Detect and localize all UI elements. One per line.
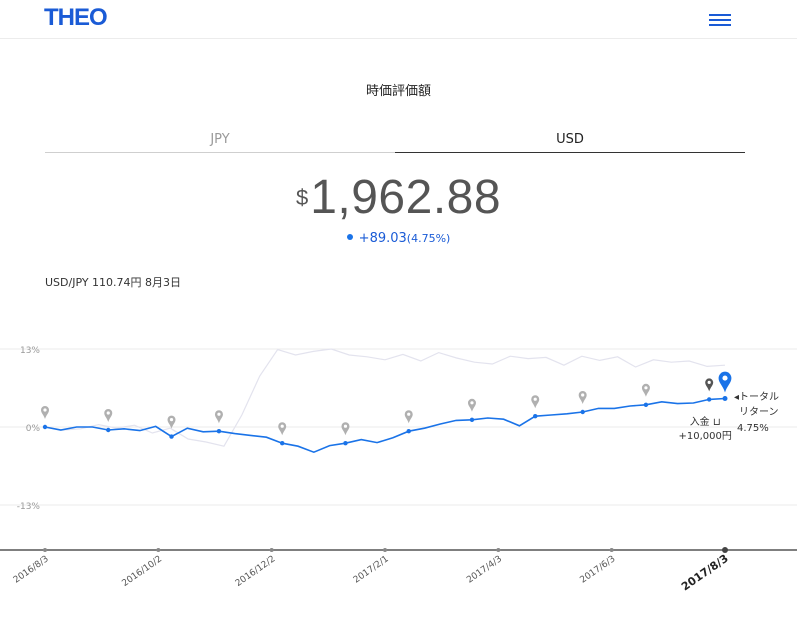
- x-tick-dot: [609, 548, 614, 552]
- x-tick-label: 2016/12/2: [234, 554, 278, 589]
- deposit-label: 入金 ⊔: [690, 415, 721, 428]
- total-return-value: 4.75%: [737, 423, 769, 434]
- deposit-marker-icon-hole: [169, 418, 174, 422]
- deposit-marker-icon: [404, 410, 413, 424]
- benchmark-series-line: [44, 348, 726, 447]
- x-tick-dot: [269, 548, 274, 552]
- deposit-marker-icon-hole: [644, 386, 648, 390]
- deposit-marker-icon-hole: [470, 401, 474, 405]
- x-tick-dot: [722, 547, 728, 553]
- location-pin-icon-hole: [722, 375, 728, 381]
- x-tick-dot: [383, 548, 387, 552]
- deposit-marker-icon-hole: [43, 408, 47, 412]
- deposit-marker-icon-hole: [280, 424, 284, 428]
- x-tick-label: 2017/6/3: [579, 554, 618, 585]
- change-dot-icon: [346, 234, 353, 240]
- deposit-marker-icon: [641, 383, 650, 397]
- page-title: 時価評価額: [365, 84, 431, 99]
- deposit-point: [42, 424, 48, 430]
- x-tick-dot: [496, 548, 501, 552]
- deposit-marker-icon-hole: [217, 412, 221, 416]
- deposit-marker-icon: [578, 391, 587, 404]
- deposit-point: [533, 414, 538, 419]
- x-tick-label: 2016/8/3: [12, 554, 51, 585]
- change-amount: +89.03: [358, 231, 407, 246]
- y-tick-label: 0%: [26, 424, 41, 434]
- deposit-point: [706, 397, 712, 402]
- y-tick-label: -13%: [17, 502, 41, 512]
- app-header: THEO: [0, 0, 797, 39]
- end-point: [722, 396, 728, 401]
- deposit-marker-current-icon: [705, 378, 714, 392]
- deposit-point: [406, 429, 411, 434]
- total-return-label: ◂トータル: [734, 391, 779, 403]
- deposit-point: [280, 441, 285, 446]
- deposit-point: [169, 434, 174, 439]
- deposit-marker-icon: [41, 406, 49, 419]
- x-tick-label: 2017/8/3: [679, 552, 731, 594]
- x-tick-label: 2017/4/3: [465, 554, 504, 585]
- x-tick-label: 2017/2/1: [352, 554, 391, 585]
- deposit-marker-icon-hole: [343, 424, 348, 428]
- deposit-marker-icon-hole: [581, 393, 585, 397]
- deposit-marker-current-icon-hole: [707, 380, 711, 384]
- deposit-marker-icon: [467, 398, 476, 412]
- deposit-marker-icon-hole: [106, 411, 110, 415]
- valuation-amount: $1,962.88: [0, 170, 797, 225]
- hamburger-menu-icon[interactable]: [709, 12, 731, 28]
- deposit-point: [343, 441, 348, 446]
- x-tick-dot: [156, 548, 161, 552]
- deposit-point: [580, 409, 585, 415]
- deposit-marker-icon: [167, 415, 176, 429]
- x-tick-dot: [43, 548, 47, 552]
- total-return-label-2: リターン: [739, 406, 779, 418]
- change-percent: (4.75%): [406, 232, 451, 245]
- deposit-point: [469, 417, 475, 422]
- fx-rate-label: USD/JPY 110.74円 8月3日: [45, 276, 182, 289]
- y-tick-label: 13%: [20, 346, 40, 356]
- deposit-amount: +10,000円: [678, 431, 731, 442]
- deposit-marker-icon: [278, 422, 287, 436]
- portfolio-series-line: [44, 397, 726, 454]
- theo-logo[interactable]: THEO: [44, 4, 108, 31]
- currency-tabs: JPY USD: [45, 128, 745, 154]
- deposit-point: [106, 427, 111, 433]
- valuation-value: 1,962.88: [310, 171, 502, 224]
- deposit-point: [216, 429, 222, 434]
- tab-usd[interactable]: USD: [395, 128, 745, 153]
- currency-symbol: $: [295, 185, 309, 210]
- valuation-change: +89.03(4.75%): [0, 231, 797, 246]
- deposit-marker-icon-hole: [533, 397, 537, 401]
- deposit-marker-icon: [531, 395, 540, 409]
- deposit-point: [643, 402, 649, 407]
- deposit-marker-icon-hole: [407, 412, 411, 416]
- deposit-marker-icon: [104, 409, 113, 422]
- x-tick-label: 2016/10/2: [121, 554, 165, 589]
- deposit-marker-icon: [214, 410, 223, 424]
- tab-jpy[interactable]: JPY: [45, 128, 395, 153]
- location-pin-icon: [718, 371, 732, 393]
- deposit-marker-icon: [341, 422, 350, 436]
